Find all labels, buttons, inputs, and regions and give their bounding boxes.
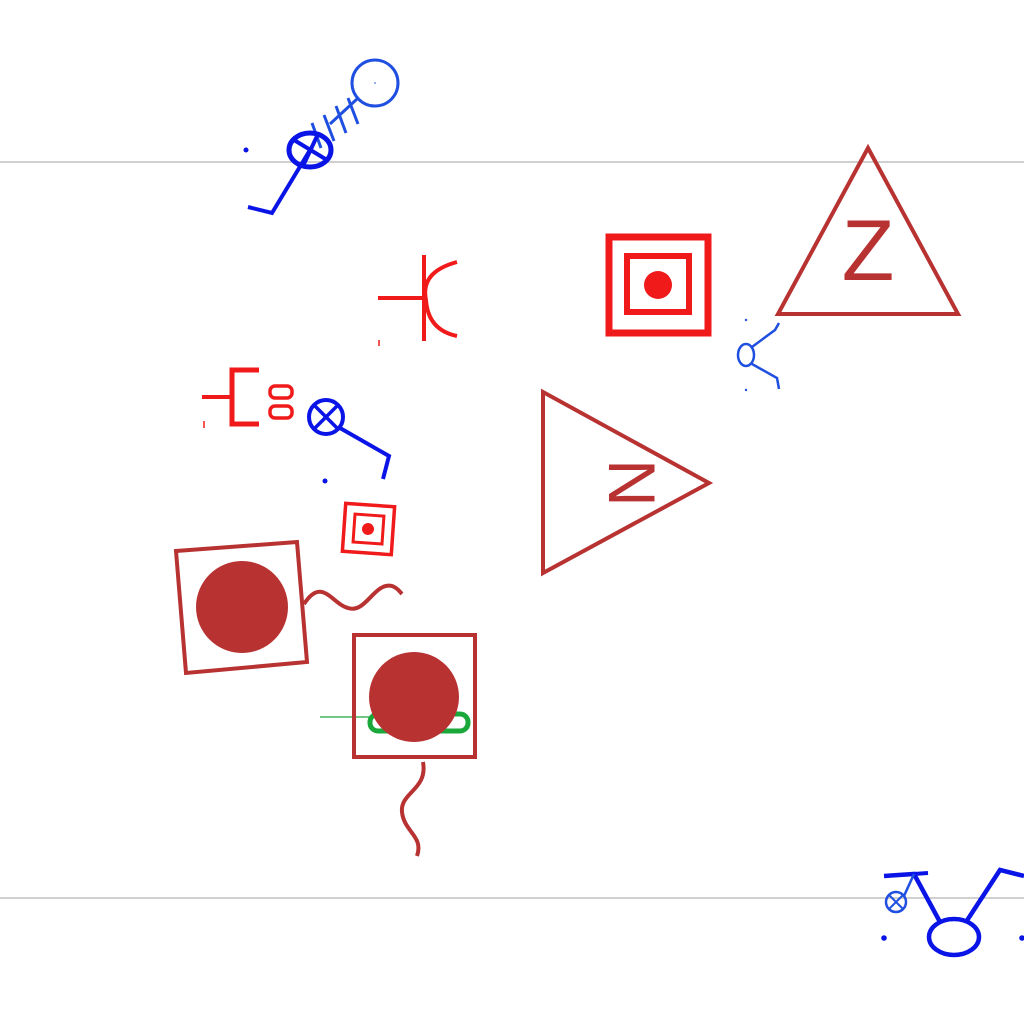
- square-dot-icon: [352, 633, 477, 857]
- pin-figure-dot-bottom: [744, 388, 748, 392]
- triangle-n-outline: [541, 388, 714, 577]
- figure-br-cross-b: [888, 894, 904, 910]
- triangle-letter-icon: N: [541, 388, 714, 577]
- pin-figure-arm-top: [751, 322, 781, 349]
- crossed-circle-lead: [339, 426, 392, 480]
- antenna-point: [243, 147, 249, 153]
- pin-figure-icon: [736, 318, 781, 392]
- square-dot-wave: [302, 583, 404, 611]
- concentric-small-inner: [351, 512, 386, 546]
- figure-br-link: [902, 873, 916, 897]
- capacitor-curve-icon: [378, 255, 458, 346]
- pin-figure-head: [736, 342, 756, 368]
- concentric-square-icon: [605, 233, 712, 337]
- figure-br-tick: [913, 871, 929, 876]
- antenna-pin-icon: [243, 58, 400, 216]
- antenna-tick-2: [334, 105, 348, 134]
- connector-pad-bottom: [268, 404, 294, 420]
- antenna-lead: [247, 148, 312, 216]
- figure-br-head: [926, 916, 982, 958]
- antenna-crossed-ring: [286, 130, 334, 170]
- concentric-small-outer: [340, 501, 397, 557]
- figure-br-crossed-ring: [884, 890, 908, 914]
- triangle-z-letter: Z: [842, 203, 895, 299]
- square-dot-icon: [173, 539, 404, 676]
- connector-bracket: [229, 367, 259, 427]
- connector-bracket-icon: [202, 367, 294, 428]
- crossed-circle-ring: [307, 398, 345, 436]
- concentric-dot: [644, 271, 672, 299]
- figure-br-point-right: [1019, 935, 1024, 941]
- antenna-tick-3: [322, 114, 336, 142]
- triangle-letter-icon: Z: [774, 143, 962, 316]
- figure-br-arm-right: [964, 867, 1024, 924]
- concentric-inner: [624, 253, 692, 315]
- connector-pad-top: [268, 384, 294, 400]
- square-dot-bottom-frame: [352, 633, 477, 759]
- square-dot-frame: [173, 539, 310, 676]
- antenna-stem: [328, 97, 359, 126]
- pin-figure-arm-bottom: [751, 362, 781, 390]
- figure-br-point-left: [881, 935, 887, 941]
- square-dot-fill: [196, 561, 288, 653]
- antenna-ring: [350, 58, 400, 108]
- pin-figure-dot-top: [744, 318, 748, 322]
- triangle-z-outline: [774, 143, 962, 316]
- pin-figure-icon: [881, 867, 1024, 958]
- triangle-n-letter: N: [595, 459, 669, 507]
- antenna-dot: [374, 82, 376, 84]
- capacitor-arc: [423, 260, 458, 338]
- square-dot-bottom-fill: [369, 652, 459, 742]
- crossed-circle-x-b: [312, 403, 340, 431]
- concentric-square-icon: [340, 501, 397, 557]
- concentric-outer: [605, 233, 712, 337]
- crossed-circle-point: [322, 478, 328, 484]
- square-dot-bottom-wave: [399, 761, 426, 857]
- crossed-circle-icon: [307, 398, 392, 484]
- concentric-small-dot: [362, 523, 374, 535]
- antenna-tick-1: [346, 97, 360, 125]
